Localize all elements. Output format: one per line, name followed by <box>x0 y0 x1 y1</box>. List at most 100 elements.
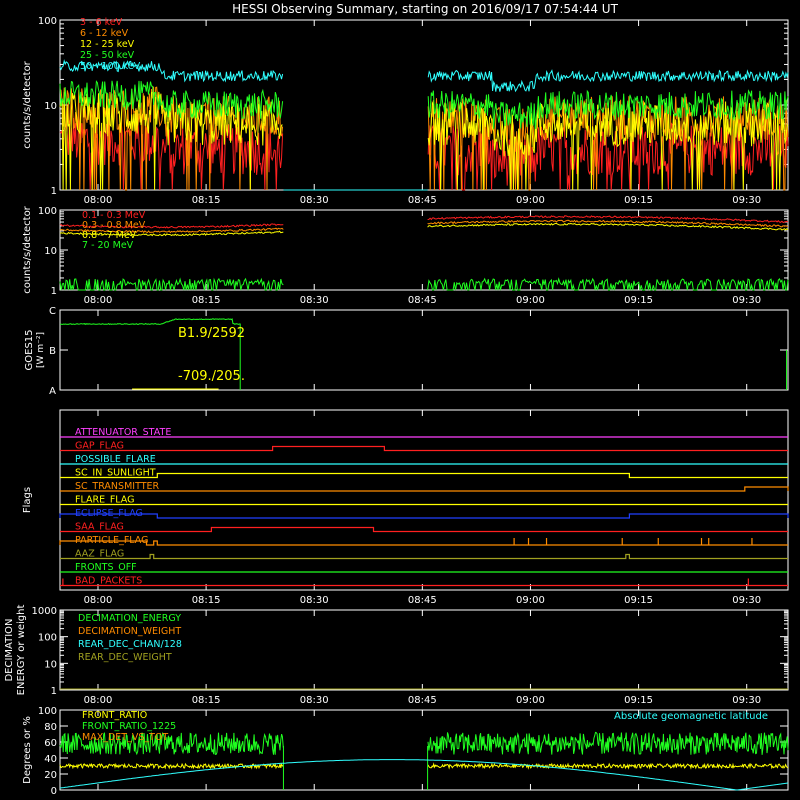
panel-decimation-x-tick-label: 08:45 <box>408 695 437 706</box>
panel-decimation-x-tick-label: 09:15 <box>624 695 653 706</box>
legend-entry: REAR_DEC_CHAN/128 <box>78 639 182 650</box>
panel-lightcurve-high-frame: 08:00 08:15 08:30 08:45 09:00 09:15 09:30 1 10 10… <box>22 205 789 306</box>
legend-entry: 12 - 25 keV <box>80 39 135 50</box>
panel-ratio-y-tick-label: 0 <box>51 786 57 797</box>
legend-entry: 3 - 6 keV <box>80 17 123 28</box>
legend-entry: 50 - 100 keV <box>80 61 141 72</box>
panel-decimation-y-tick-label: 10 <box>44 659 57 670</box>
panel-lightcurve-low-x-tick-label: 08:45 <box>408 195 437 206</box>
goes-annotation-loc: -709./205. <box>178 369 245 384</box>
panel-goes-y-label: GOES15 <box>24 329 35 370</box>
panel-goes-y-unit: [W m⁻²] <box>36 332 46 368</box>
panel-decimation-y-tick-label: 1000 <box>32 606 57 617</box>
panel-ratio-y-tick-label: 80 <box>44 722 57 733</box>
series-line-high-0 <box>59 215 789 229</box>
ratio-series-line <box>59 731 789 756</box>
panel-lightcurve-high-y-tick-label: 100 <box>38 206 57 217</box>
flag-line <box>60 526 788 533</box>
panel-ratio-frame: 0 20 40 60 80 100 Degrees or % FRONT_RATIOFRONT… <box>22 706 789 797</box>
panel-lightcurve-low-x-tick-label: 08:30 <box>300 195 329 206</box>
goes-flux-line <box>59 318 241 390</box>
panel-lightcurve-high-x-tick-label: 08:15 <box>192 295 221 306</box>
panel-lightcurve-high-y-tick-label: 10 <box>44 246 57 257</box>
panel-decimation-x-tick-label: 08:00 <box>84 695 113 706</box>
panel-lightcurve-low-x-tick-label: 08:00 <box>84 195 113 206</box>
panel-goes-y-tick-label: B <box>49 346 56 357</box>
panel-decimation-x-tick-label: 09:00 <box>516 695 545 706</box>
panel-decimation-x-tick-label: 08:15 <box>192 695 221 706</box>
flag-line <box>59 540 788 546</box>
panel-lightcurve-low-y-tick-label: 1 <box>51 186 57 197</box>
goes-annotation-peak: B1.9/2592 <box>178 326 245 341</box>
geomagnetic-latitude-line <box>59 759 789 791</box>
panel-flags-x-tick-label: 09:15 <box>624 595 653 606</box>
flag-label: SC_TRANSMITTER <box>75 481 160 492</box>
panel-lightcurve-low-y-tick-label: 100 <box>38 16 57 27</box>
panel-decimation-x-tick-label: 09:30 <box>732 695 761 706</box>
panel-lightcurve-low-x-tick-label: 09:00 <box>516 195 545 206</box>
panel-flags-x-tick-label: 08:15 <box>192 595 221 606</box>
panel-ratio-y-tick-label: 60 <box>44 738 57 749</box>
flag-line <box>59 513 789 519</box>
panel-decimation-y-label: ENERGY or weight <box>16 605 27 696</box>
panel-lightcurve-low-x-tick-label: 08:15 <box>192 195 221 206</box>
flag-label: FLARE_FLAG <box>75 495 135 506</box>
series-line-high-2 <box>59 222 789 237</box>
panel-decimation-y-tick-label: 100 <box>38 633 57 644</box>
legend-entry: MAX_DET_VS_TOT <box>82 732 168 743</box>
panel-flags-x-tick-label: 08:00 <box>84 595 113 606</box>
panel-ratio-y-tick-label: 40 <box>44 754 57 765</box>
panel-lightcurve-high-x-tick-label: 08:45 <box>408 295 437 306</box>
flag-line <box>60 553 788 560</box>
flag-line <box>60 472 788 479</box>
chart-title: HESSI Observing Summary, starting on 201… <box>232 2 618 16</box>
legend-entry-right: Absolute geomagnetic latitude <box>614 711 768 722</box>
series-line-high-1 <box>59 219 789 234</box>
flag-label: AAZ_FLAG <box>75 549 124 560</box>
panel-flags-y-label: Flags <box>22 487 33 513</box>
panel-flags-x-tick-label: 09:00 <box>516 595 545 606</box>
legend-entry: FRONT_RATIO_1225 <box>82 721 176 732</box>
legend-entry: 0.3 - 0.8 MeV <box>82 220 146 231</box>
panel-ratio-y-label: Degrees or % <box>22 716 33 784</box>
series-line-25-50-kev <box>59 80 789 129</box>
panel-goes-frame: A B C GOES15 [W m⁻²] B1.9/2592 -709./205. <box>24 306 789 397</box>
panel-ratio-y-tick-label: 100 <box>38 706 57 717</box>
legend-entry: 6 - 12 keV <box>80 28 129 39</box>
panel-lightcurve-high-x-tick-label: 08:00 <box>84 295 113 306</box>
panel-lightcurve-low-x-tick-label: 09:15 <box>624 195 653 206</box>
legend-entry: DECIMATION_WEIGHT <box>78 626 181 637</box>
flag-label: BAD_PACKETS <box>75 576 142 587</box>
legend-entry: REAR_DEC_WEIGHT <box>78 652 172 663</box>
ratio-series-line <box>59 762 789 770</box>
panel-lightcurve-high-y-tick-label: 1 <box>51 286 57 297</box>
panel-lightcurve-high-x-tick-label: 08:30 <box>300 295 329 306</box>
legend-entry: DECIMATION_ENERGY <box>78 613 181 624</box>
flag-line <box>60 445 788 452</box>
legend-entry: FRONT_RATIO <box>82 710 147 721</box>
panel-decimation-y-label: DECIMATION <box>4 618 15 681</box>
panel-lightcurve-high-x-tick-label: 09:00 <box>516 295 545 306</box>
panel-decimation-y-tick-label: 1 <box>51 686 57 697</box>
legend-entry: 0.8 - 7 MeV <box>82 230 137 241</box>
panel-decimation-x-tick-label: 08:30 <box>300 695 329 706</box>
panel-lightcurve-low-frame: 08:00 08:15 08:30 08:45 09:00 09:15 09:30 1 10 10… <box>22 16 789 206</box>
legend-entry: 0.1 - 0.3 MeV <box>82 210 146 221</box>
panel-ratio-y-tick-label: 20 <box>44 770 57 781</box>
panel-lightcurve-low-y-label: counts/s/detector <box>22 60 33 148</box>
panel-goes-y-tick-label: A <box>49 386 56 397</box>
series-line-high-3 <box>59 277 789 291</box>
flag-label: FRONTS_OFF <box>75 562 137 573</box>
flag-label: SAA_FLAG <box>75 522 124 533</box>
panel-lightcurve-high-x-tick-label: 09:15 <box>624 295 653 306</box>
panel-flags-frame: 08:00 08:15 08:30 08:45 09:00 09:15 09:30 Flags… <box>22 409 789 606</box>
panel-decimation-frame: 08:00 08:15 08:30 08:45 09:00 09:15 09:30 1 10 10… <box>4 605 789 706</box>
panel-flags-x-tick-label: 09:30 <box>732 595 761 606</box>
panel-flags-x-tick-label: 08:45 <box>408 595 437 606</box>
panel-goes-y-tick-label: C <box>49 306 56 317</box>
flag-label: POSSIBLE_FLARE <box>75 454 156 465</box>
panel-lightcurve-low-x-tick-label: 09:30 <box>732 195 761 206</box>
panel-flags-x-tick-label: 08:30 <box>300 595 329 606</box>
series-line-50-100-kev <box>59 59 789 93</box>
